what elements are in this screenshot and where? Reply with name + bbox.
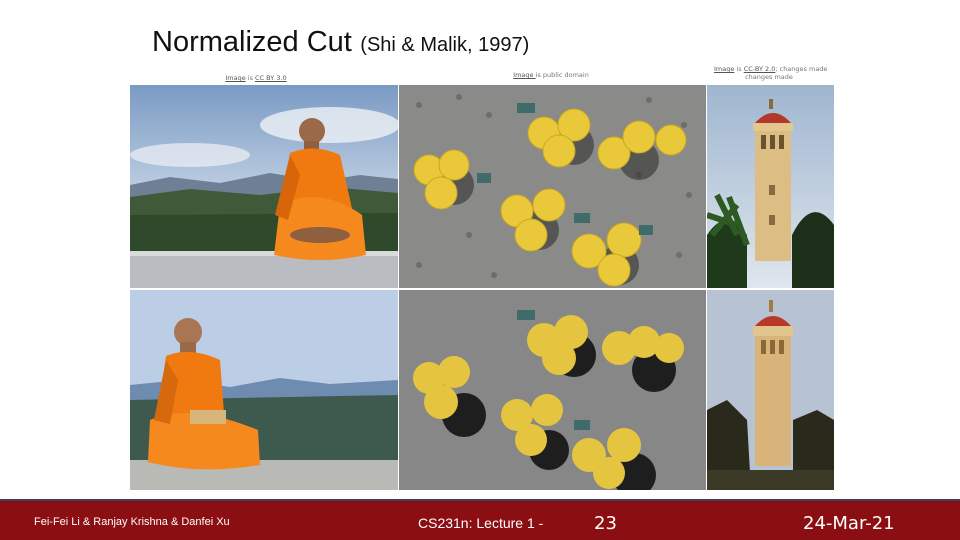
tower-segmented <box>707 290 834 490</box>
credit-tower-link[interactable]: Image <box>714 65 735 73</box>
footer-authors: Fei-Fei Li & Ranjay Krishna & Danfei Xu <box>34 516 230 528</box>
credit-tower-license[interactable]: CC-BY 2.0 <box>743 65 776 73</box>
credit-monk-license[interactable]: CC BY 3.0 <box>255 74 287 82</box>
slide-footer: Fei-Fei Li & Ranjay Krishna & Danfei Xu … <box>0 499 960 540</box>
credit-monk-mid: is <box>245 74 256 82</box>
monk-segmented <box>130 290 398 490</box>
umbrellas-photo-svg <box>399 85 706 288</box>
credit-umbrellas-mid: is public domain <box>535 71 589 79</box>
title-text: Normalized Cut <box>152 26 352 58</box>
monk-photo-svg <box>130 85 398 288</box>
footer-page-number: 23 <box>594 513 617 534</box>
tower-photo-svg <box>707 85 834 288</box>
credit-monk-link[interactable]: Image <box>225 74 246 82</box>
umbrellas-photo <box>399 85 706 288</box>
credit-tower: Image is CC-BY 2.0; changes made changes … <box>714 65 828 81</box>
footer-date: 24-Mar-21 <box>803 513 895 534</box>
credit-monk: Image is CC BY 3.0 <box>200 74 312 82</box>
tower-segmented-svg <box>707 290 834 490</box>
credit-umbrellas: Image is public domain <box>496 71 606 79</box>
slide-title: Normalized Cut (Shi & Malik, 1997) <box>152 26 529 66</box>
title-citation: (Shi & Malik, 1997) <box>360 34 530 56</box>
credit-tower-line2: changes made <box>745 73 793 81</box>
footer-course: CS231n: Lecture 1 - <box>418 515 544 531</box>
monk-segmented-svg <box>130 290 398 490</box>
credit-tower-mid: is <box>734 65 744 73</box>
credit-tower-tail: ; changes made <box>775 65 828 73</box>
credit-umbrellas-link[interactable]: Image <box>513 71 536 79</box>
umbrellas-segmented-svg <box>399 290 706 490</box>
umbrellas-segmented <box>399 290 706 490</box>
monk-photo <box>130 85 398 288</box>
tower-photo <box>707 85 834 288</box>
